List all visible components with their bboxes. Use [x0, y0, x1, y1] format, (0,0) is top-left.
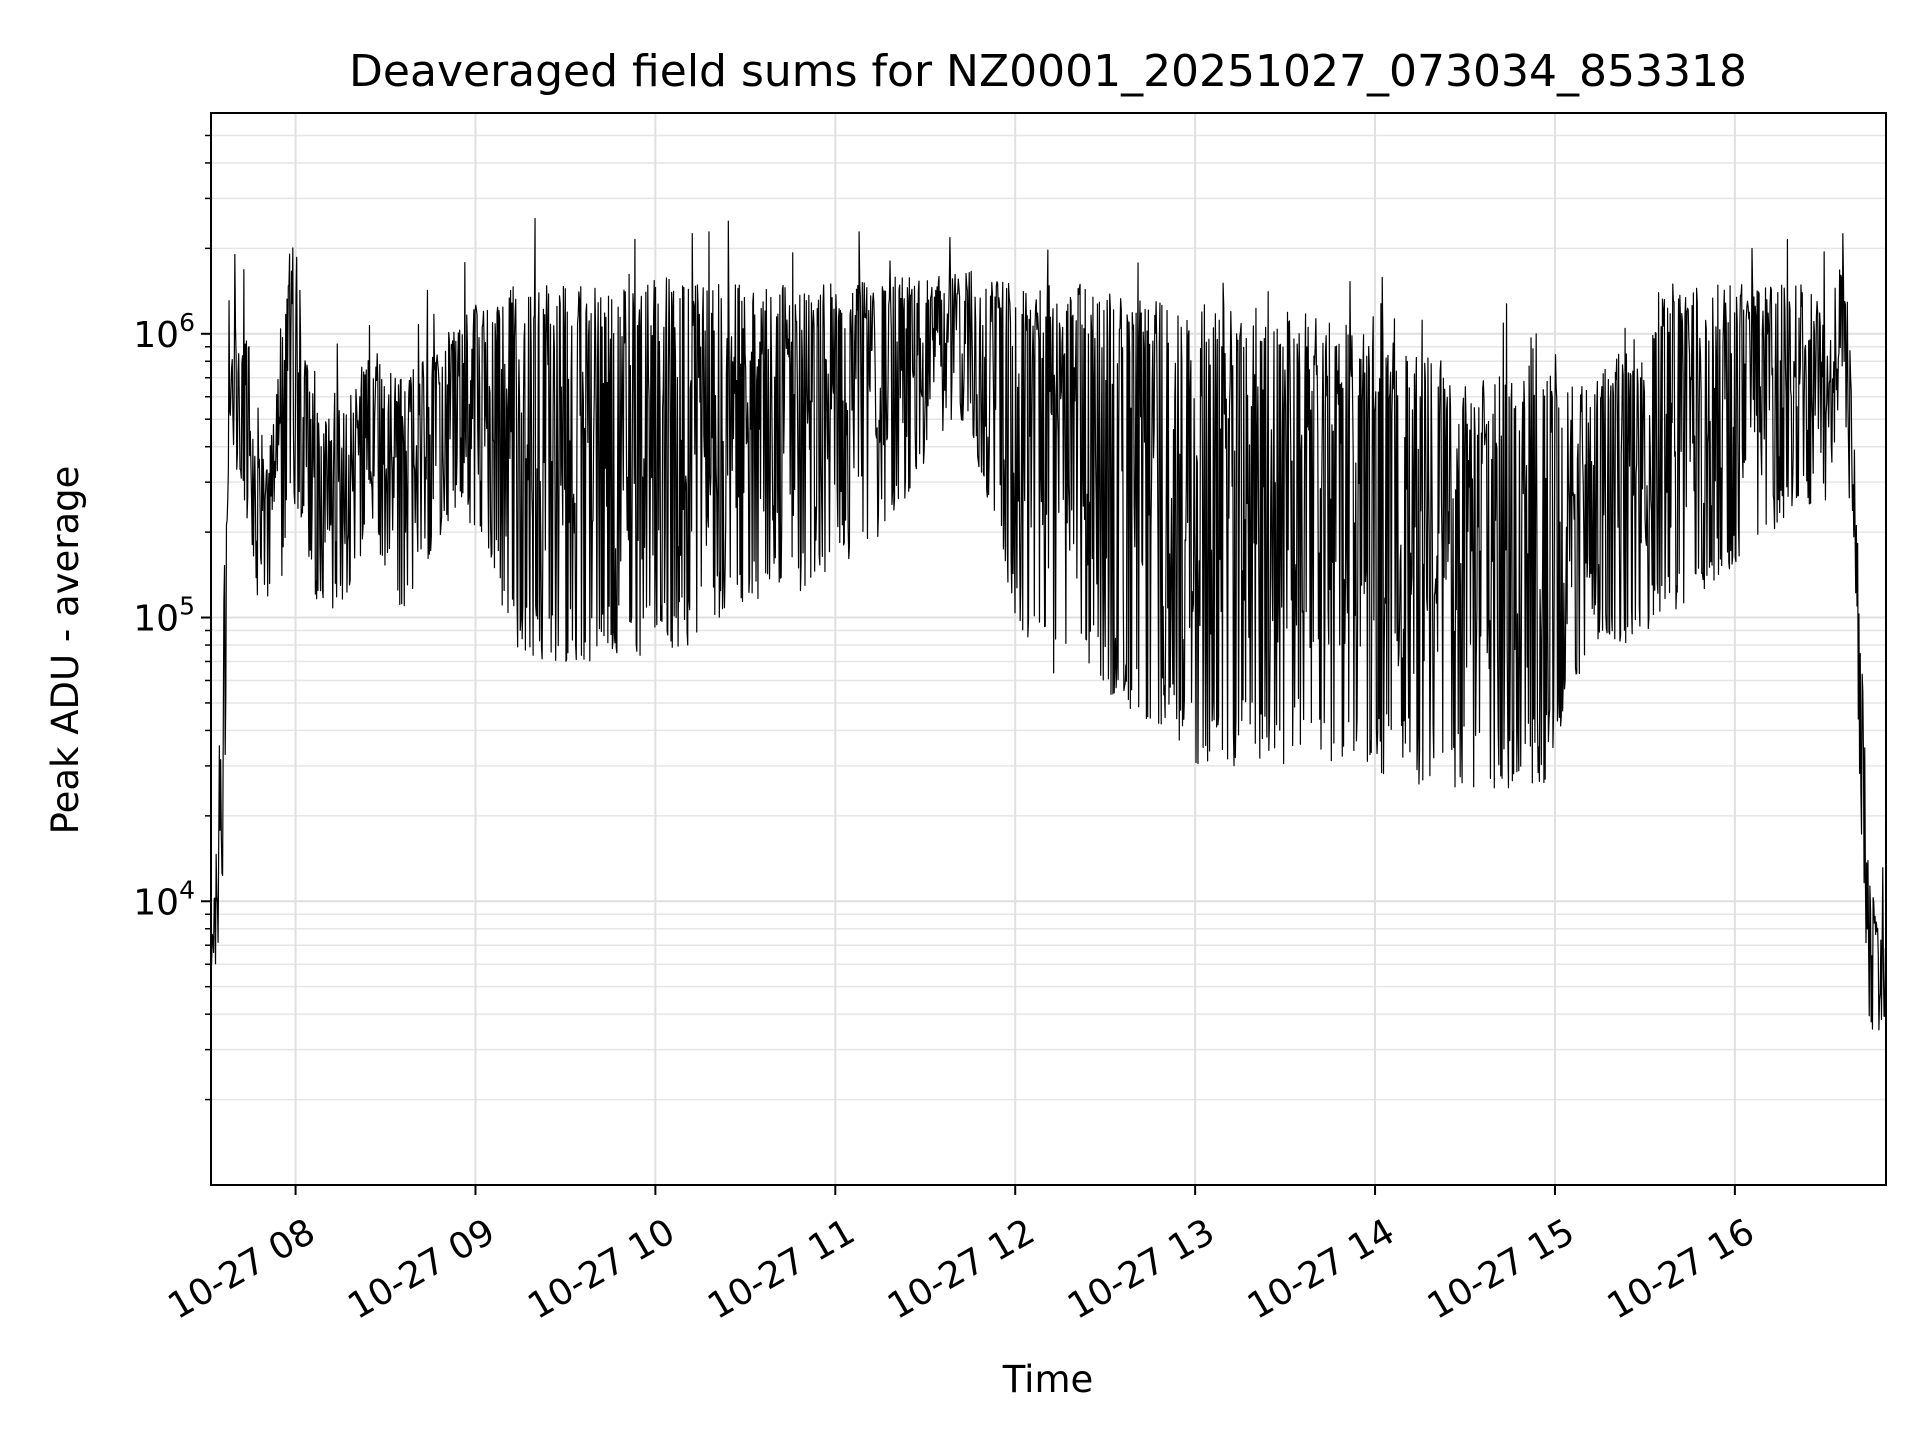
x-axis-label: Time [1002, 1358, 1094, 1401]
series-group [210, 217, 1887, 1031]
y-tick-label: 106 [133, 308, 195, 356]
chart-title: Deaveraged field sums for NZ0001_2025102… [349, 46, 1747, 97]
y-tick-label: 104 [133, 875, 195, 923]
plot-frame [210, 112, 1887, 1186]
y-axis-label: Peak ADU - average [44, 466, 87, 835]
data-line [210, 217, 1887, 1031]
y-axis: 104 105 106 [133, 134, 211, 1101]
y-tick-label: 105 [133, 592, 195, 640]
